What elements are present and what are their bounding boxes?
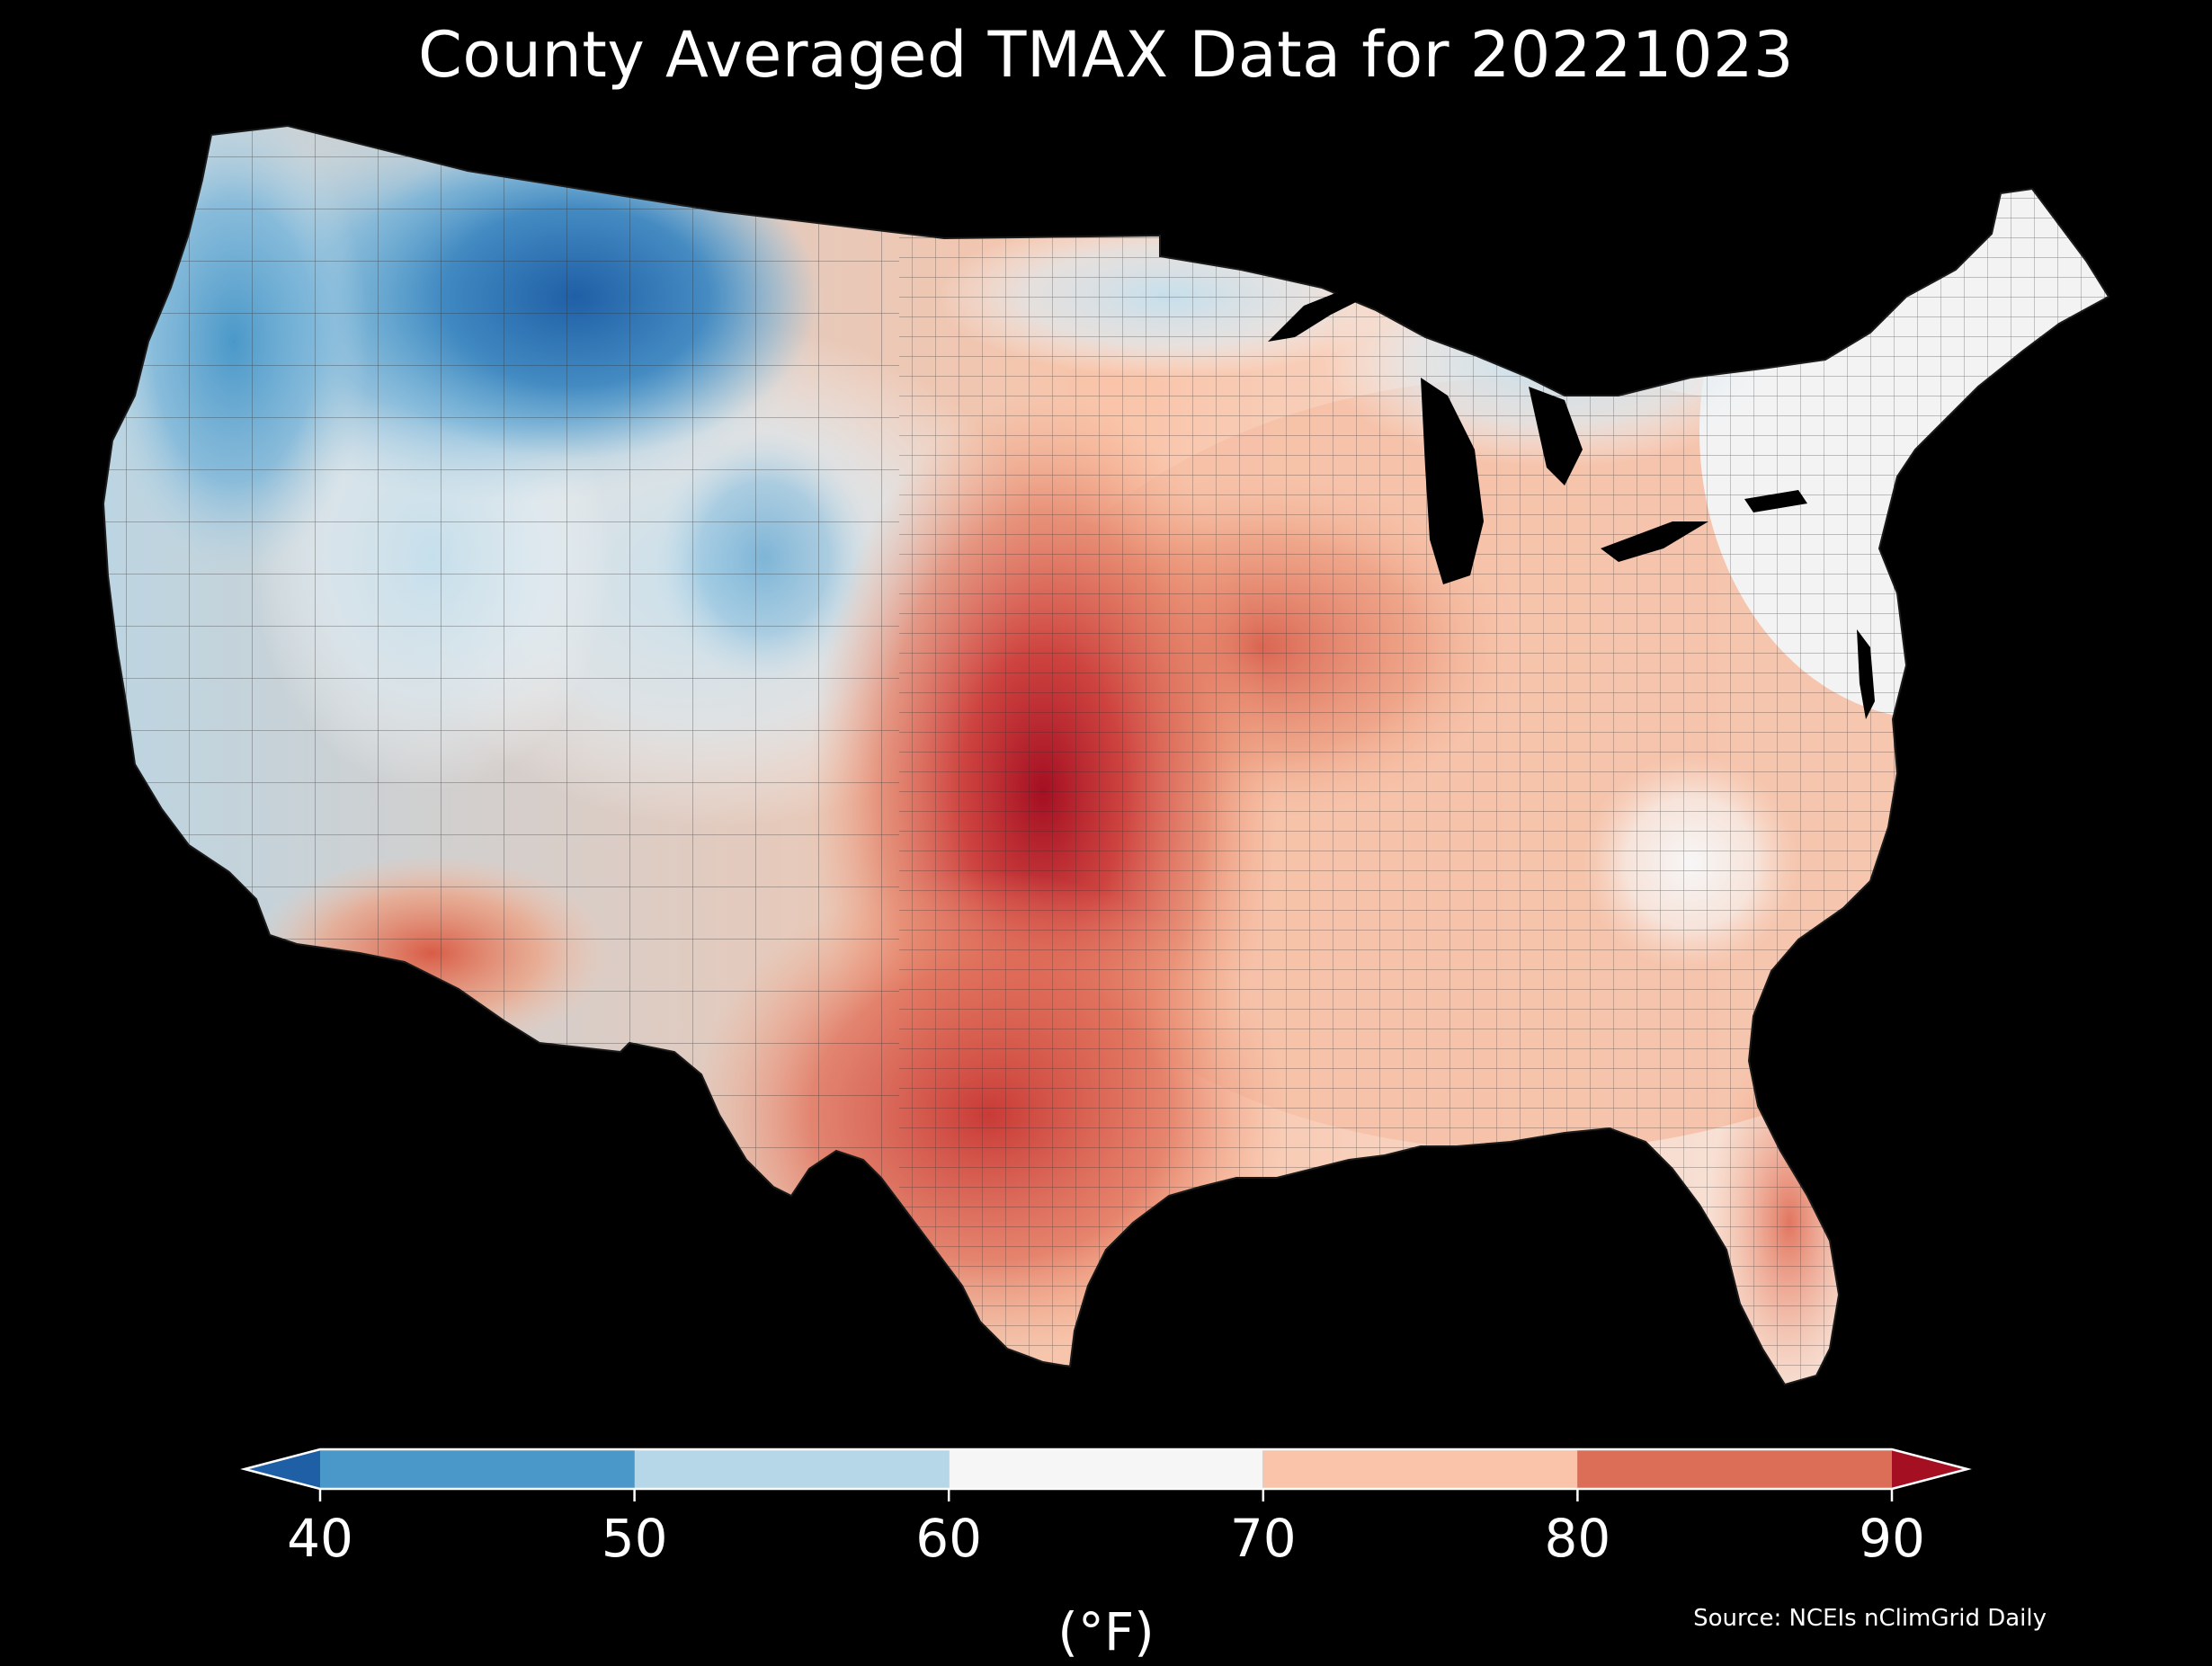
colorbar-over-arrow	[1892, 1449, 1967, 1489]
source-credit: Source: NCEIs nClimGrid Daily	[1693, 1605, 2047, 1632]
map-title: County Averaged TMAX Data for 20221023	[417, 18, 1795, 92]
great-lakes	[1268, 279, 1875, 719]
colorbar-tick-label: 40	[287, 1508, 353, 1569]
lake-erie	[1601, 521, 1708, 562]
colorbar-tick-label: 70	[1229, 1508, 1297, 1569]
colorbar-bin	[320, 1449, 635, 1489]
colorbar-ticks	[318, 1489, 1894, 1501]
lake-michigan	[1421, 378, 1484, 584]
colorbar-bin	[1262, 1449, 1578, 1489]
us-outline	[102, 124, 2110, 1386]
colorbar-bin	[634, 1449, 950, 1489]
us-county-tmax-map	[102, 124, 2110, 1386]
colorbar-unit-label: (°F)	[1057, 1601, 1155, 1662]
colorbar-under-arrow	[245, 1449, 320, 1489]
colorbar-tick-label: 80	[1544, 1508, 1611, 1569]
lake-ontario	[1744, 490, 1807, 512]
colorbar-bin	[1577, 1449, 1892, 1489]
lake-superior	[1268, 279, 1385, 342]
colorbar-tick-label: 60	[915, 1508, 983, 1569]
colorbar-bin	[949, 1449, 1263, 1489]
chesapeake-bay	[1857, 629, 1875, 719]
lake-huron	[1529, 387, 1583, 486]
colorbar-tick-label: 50	[601, 1508, 668, 1569]
colorbar-bins	[320, 1449, 1892, 1489]
colorbar-tick-label: 90	[1859, 1508, 1925, 1569]
